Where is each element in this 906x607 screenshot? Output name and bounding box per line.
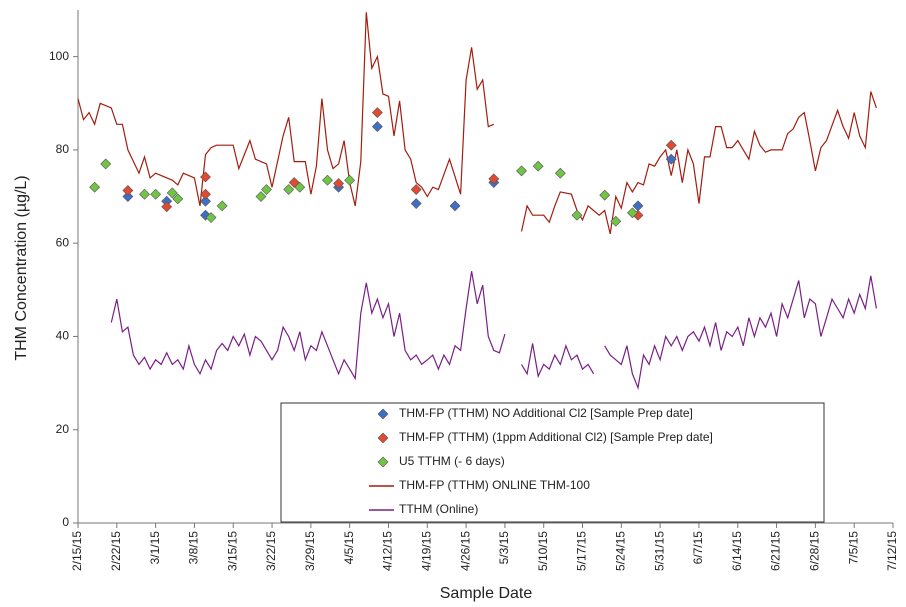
- legend-label: THM-FP (TTHM) (1ppm Additional Cl2) [Sam…: [399, 430, 713, 444]
- point: [200, 171, 211, 183]
- point: [205, 212, 217, 223]
- point: [161, 201, 173, 213]
- point: [122, 191, 134, 202]
- x-tick-label: 3/22/15: [264, 531, 278, 571]
- x-tick-label: 4/5/15: [342, 531, 356, 565]
- x-tick-label: 5/3/15: [497, 531, 511, 565]
- x-tick-label: 7/5/15: [846, 531, 860, 565]
- y-tick-label: 40: [56, 329, 70, 343]
- x-tick-label: 2/15/15: [70, 531, 84, 571]
- x-tick-label: 4/12/15: [381, 531, 395, 571]
- point: [200, 195, 211, 207]
- legend-label: U5 TTHM (- 6 days): [399, 454, 505, 468]
- point: [610, 215, 622, 227]
- x-axis-label: Sample Date: [440, 585, 533, 602]
- y-tick-label: 100: [49, 49, 69, 63]
- point: [371, 107, 383, 119]
- y-tick-label: 0: [62, 515, 69, 529]
- point: [255, 191, 267, 202]
- legend-swatch: [377, 456, 389, 468]
- point: [626, 207, 638, 219]
- point: [488, 173, 500, 185]
- point: [554, 167, 566, 179]
- legend-box: [280, 402, 825, 523]
- x-tick-label: 3/1/15: [148, 531, 162, 565]
- legend-label: THM-FP (TTHM) ONLINE THM-100: [399, 478, 590, 492]
- x-tick-label: 7/12/15: [885, 531, 899, 571]
- point: [200, 188, 211, 200]
- y-tick-label: 20: [56, 422, 70, 436]
- point: [166, 187, 178, 199]
- point: [89, 181, 101, 193]
- point: [322, 174, 333, 186]
- x-tick-label: 5/10/15: [536, 531, 550, 571]
- legend-label: TTHM (Online): [399, 502, 478, 516]
- line-series: [77, 12, 877, 235]
- point: [449, 200, 461, 212]
- legend-swatch: [377, 408, 389, 420]
- x-tick-label: 6/28/15: [808, 531, 822, 571]
- legend-swatch: [377, 432, 389, 444]
- point: [283, 184, 295, 195]
- point: [571, 209, 583, 221]
- point: [410, 184, 422, 195]
- point: [139, 188, 150, 200]
- x-tick-label: 5/24/15: [614, 531, 628, 571]
- point: [532, 160, 544, 172]
- x-tick-label: 4/19/15: [419, 531, 433, 571]
- x-tick-label: 3/8/15: [187, 531, 201, 565]
- point: [122, 185, 134, 196]
- x-tick-label: 4/26/15: [458, 531, 472, 571]
- x-tick-label: 6/14/15: [730, 531, 744, 571]
- x-tick-label: 6/21/15: [769, 531, 783, 571]
- point: [344, 174, 356, 186]
- point: [599, 189, 611, 201]
- point: [371, 121, 383, 133]
- point: [294, 181, 306, 193]
- x-tick-label: 3/29/15: [303, 531, 317, 571]
- point: [665, 139, 677, 151]
- point: [216, 200, 228, 212]
- y-tick-label: 80: [56, 142, 70, 156]
- point: [333, 178, 345, 189]
- y-axis-label: THM Concentration (µg/L): [13, 175, 30, 360]
- x-tick-label: 5/31/15: [652, 531, 666, 571]
- point: [516, 165, 527, 177]
- point: [410, 198, 422, 209]
- point: [150, 188, 162, 200]
- x-tick-label: 3/15/15: [225, 531, 239, 571]
- point: [261, 184, 272, 195]
- x-tick-label: 5/17/15: [575, 531, 589, 571]
- y-tick-label: 60: [56, 235, 70, 249]
- point: [665, 153, 677, 165]
- x-tick-label: 6/7/15: [691, 531, 705, 565]
- point: [100, 158, 112, 170]
- legend-label: THM-FP (TTHM) NO Additional Cl2 [Sample …: [399, 406, 693, 420]
- x-tick-label: 2/22/15: [109, 531, 123, 571]
- point: [172, 193, 184, 205]
- line-series: [110, 271, 877, 391]
